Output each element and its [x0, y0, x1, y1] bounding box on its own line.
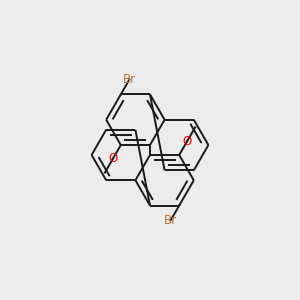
Text: O: O — [108, 152, 118, 165]
Text: Br: Br — [164, 214, 177, 227]
Text: Br: Br — [123, 73, 136, 86]
Text: O: O — [182, 135, 192, 148]
